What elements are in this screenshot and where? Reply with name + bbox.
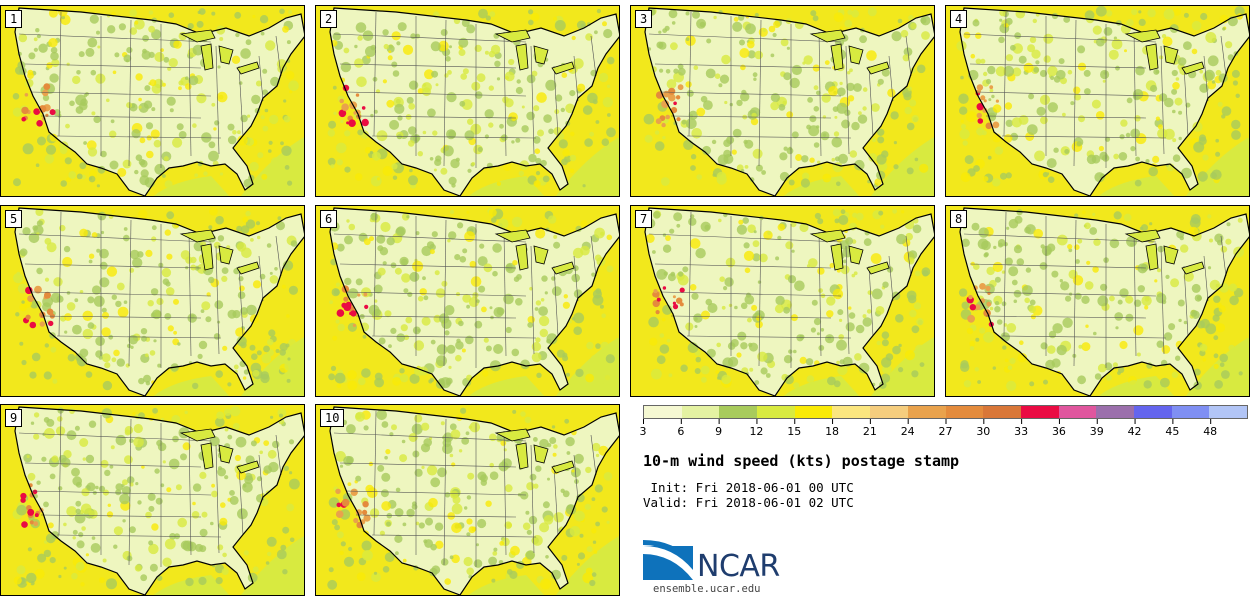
panel-number-label: 7 — [635, 210, 653, 228]
map-panel: 10 — [315, 404, 620, 596]
map-panel: 4 — [945, 5, 1250, 197]
colorbar-swatch — [983, 406, 1021, 418]
colorbar-tick-label: 39 — [1089, 425, 1104, 438]
colorbar-tick-label: 30 — [976, 425, 991, 438]
colorbar-swatch — [870, 406, 908, 418]
panel-number-label: 9 — [5, 409, 23, 427]
wind-speed-map — [946, 6, 1249, 196]
colorbar-tick-label: 45 — [1165, 425, 1180, 438]
logo-url: ensemble.ucar.edu — [653, 583, 761, 595]
wind-speed-map — [316, 206, 619, 396]
colorbar-labels: 3 6 9 12 15 18 21 24 27 30 33 36 39 42 45 48 — [639, 425, 1248, 439]
colorbar-ticks — [643, 419, 1212, 424]
panel-number-label: 3 — [635, 10, 653, 28]
panel-number-label: 10 — [320, 409, 345, 427]
colorbar — [643, 405, 1248, 419]
colorbar-tick-label: 9 — [715, 425, 723, 438]
wind-speed-map — [316, 6, 619, 196]
colorbar-swatch — [719, 406, 758, 418]
panel-number-label: 5 — [5, 210, 23, 228]
wind-speed-map — [1, 6, 304, 196]
colorbar-swatch — [1096, 406, 1134, 418]
colorbar-swatch — [681, 406, 720, 418]
colorbar-tick-label: 18 — [825, 425, 840, 438]
map-panel: 7 — [630, 205, 935, 397]
map-panel: 5 — [0, 205, 305, 397]
colorbar-tick-label: 42 — [1127, 425, 1142, 438]
colorbar-tick-label: 36 — [1051, 425, 1066, 438]
colorbar-tick-label: 12 — [749, 425, 764, 438]
panel-number-label: 2 — [320, 10, 338, 28]
map-panel: 3 — [630, 5, 935, 197]
chart-title: 10-m wind speed (kts) postage stamp — [643, 452, 960, 470]
wind-speed-map — [1, 405, 304, 595]
map-panel: 9 — [0, 404, 305, 596]
wind-speed-map — [946, 206, 1249, 396]
map-panel: 1 — [0, 5, 305, 197]
wind-speed-map — [316, 405, 619, 595]
panel-number-label: 8 — [950, 210, 968, 228]
colorbar-tick-label: 3 — [639, 425, 647, 438]
colorbar-swatch — [832, 406, 871, 418]
colorbar-tick-label: 33 — [1014, 425, 1029, 438]
wind-speed-map — [631, 6, 934, 196]
colorbar-tick-label: 15 — [787, 425, 802, 438]
map-panel: 8 — [945, 205, 1250, 397]
wind-speed-map — [1, 206, 304, 396]
colorbar-tick-label: 48 — [1203, 425, 1218, 438]
panel-number-label: 4 — [950, 10, 968, 28]
colorbar-swatch — [644, 406, 682, 418]
init-time: Init: Fri 2018-06-01 00 UTC — [643, 480, 854, 495]
map-panel: 6 — [315, 205, 620, 397]
colorbar-swatch — [1209, 406, 1247, 418]
colorbar-tick-label: 24 — [900, 425, 915, 438]
colorbar-swatch — [1020, 406, 1059, 418]
colorbar-tick-label: 6 — [677, 425, 685, 438]
colorbar-swatch — [1133, 406, 1172, 418]
colorbar-tick-label: 27 — [938, 425, 953, 438]
ncar-logo-icon — [643, 540, 693, 580]
panel-number-label: 1 — [5, 10, 23, 28]
map-panel: 2 — [315, 5, 620, 197]
colorbar-swatch — [945, 406, 984, 418]
colorbar-swatch — [794, 406, 833, 418]
valid-time: Valid: Fri 2018-06-01 02 UTC — [643, 495, 854, 510]
colorbar-swatch — [757, 406, 795, 418]
colorbar-swatch — [907, 406, 946, 418]
colorbar-swatch — [1171, 406, 1210, 418]
logo-text: NCAR — [697, 549, 780, 584]
colorbar-swatch — [1058, 406, 1097, 418]
colorbar-tick-label: 21 — [862, 425, 877, 438]
panel-number-label: 6 — [320, 210, 338, 228]
wind-speed-map — [631, 206, 934, 396]
